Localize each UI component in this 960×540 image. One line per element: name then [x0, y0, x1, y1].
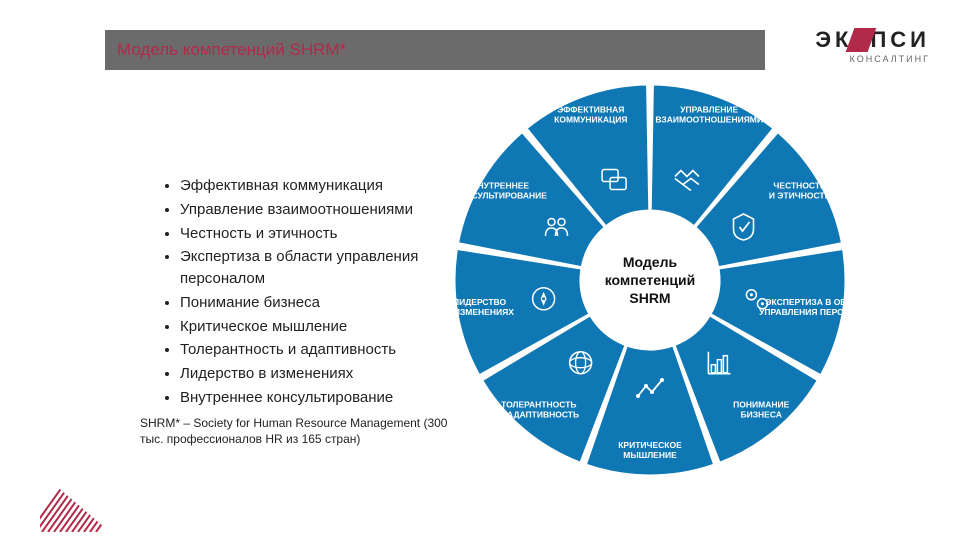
logo-part-b: ПСИ	[870, 29, 930, 51]
title-bar: Модель компетенций SHRM*	[105, 30, 765, 70]
segment-label: ЭФФЕКТИВНАЯКОММУНИКАЦИЯ	[554, 104, 627, 124]
decorative-hatch-icon	[40, 472, 110, 532]
segment-label: КРИТИЧЕСКОЕМЫШЛЕНИЕ	[618, 440, 682, 460]
segment-label: ЛИДЕРСТВОВ ИЗМЕНЕНИЯХ	[450, 297, 514, 317]
list-item: Понимание бизнеса	[180, 292, 480, 314]
list-item: Честность и этичность	[180, 223, 480, 245]
footnote: SHRM* – Society for Human Resource Manag…	[140, 415, 460, 447]
list-item: Внутреннее консультирование	[180, 387, 480, 409]
logo-subtitle: КОНСАЛТИНГ	[815, 55, 930, 64]
competency-wheel: ЭФФЕКТИВНАЯКОММУНИКАЦИЯУПРАВЛЕНИЕВЗАИМОО…	[450, 80, 850, 480]
list-item: Управление взаимоотношениями	[180, 199, 480, 221]
list-item: Лидерство в изменениях	[180, 363, 480, 385]
list-item: Экспертиза в области управления персонал…	[180, 246, 480, 290]
logo: ЭК ПСИ КОНСАЛТИНГ	[815, 28, 930, 64]
slide-title: Модель компетенций SHRM*	[117, 40, 346, 60]
segment-label: ПОНИМАНИЕБИЗНЕСА	[733, 400, 789, 420]
segment-label: ЧЕСТНОСТЬИ ЭТИЧНОСТЬ	[769, 181, 831, 201]
list-item: Эффективная коммуникация	[180, 175, 480, 197]
list-item: Критическое мышление	[180, 316, 480, 338]
list-item: Толерантность и адаптивность	[180, 339, 480, 361]
segment-label: ТОЛЕРАНТНОСТЬИ АДАПТИВНОСТЬ	[499, 400, 580, 420]
segment-label: ЭКСПЕРТИЗА В ОБЛАСТИУПРАВЛЕНИЯ ПЕРСОНАЛО…	[759, 297, 850, 317]
competency-bullet-list: Эффективная коммуникацияУправление взаим…	[140, 175, 480, 411]
